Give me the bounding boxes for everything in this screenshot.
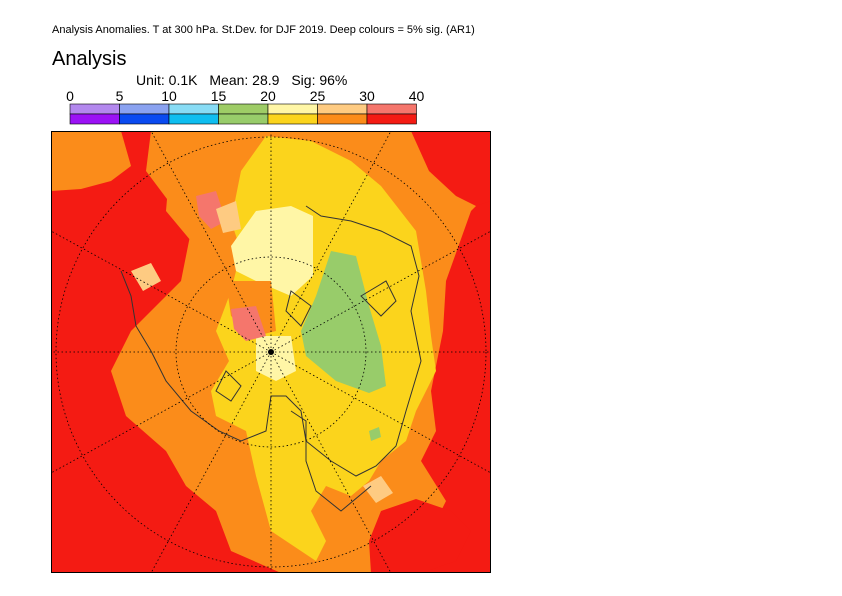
unit-label: Unit: 0.1K (136, 72, 198, 88)
colorbar-tick-label: 15 (211, 88, 227, 104)
colorbar-cell-deep (168, 113, 219, 125)
colorbar-tick-label: 10 (161, 88, 177, 104)
colorbar-cell-light (168, 103, 219, 115)
stats-line: Unit: 0.1K Mean: 28.9 Sig: 96% (136, 72, 355, 88)
graticule (51, 131, 491, 573)
colorbar-cell-light (69, 103, 120, 115)
anomaly-region-green (301, 251, 386, 393)
anomaly-region-red-ne (411, 131, 491, 206)
colorbar-cell-deep (366, 113, 417, 125)
anomaly-region-pink-north (196, 191, 226, 229)
anomaly-region-lightyellow (231, 206, 313, 296)
colorbar-cell-deep (119, 113, 170, 125)
anomaly-region-green-small (369, 427, 381, 441)
colorbar-cell-light (119, 103, 170, 115)
anomaly-region-peach-north (216, 201, 241, 233)
figure-caption: Analysis Anomalies. T at 300 hPa. St.Dev… (52, 24, 475, 36)
anomaly-region-red-se (369, 499, 471, 573)
mean-label: Mean: 28.9 (209, 72, 280, 88)
colorbar-cell-light (218, 103, 269, 115)
colorbar-cell-deep (69, 113, 120, 125)
colorbar-tick-label: 25 (310, 88, 326, 104)
colorbar-cells (69, 103, 417, 125)
anomaly-region-pink-pole (231, 306, 266, 341)
colorbar-tick-label: 20 (260, 88, 276, 104)
coastlines (120, 205, 422, 512)
colorbar-tick-label: 5 (116, 88, 124, 104)
colorbar-cell-deep (317, 113, 368, 125)
anomaly-region-peach-south (363, 476, 393, 503)
map-frame (51, 131, 491, 573)
colorbar-cell-light (317, 103, 368, 115)
anomaly-region-peach-west (131, 263, 161, 291)
polar-map (51, 131, 491, 573)
page-title: Analysis (52, 48, 127, 70)
colorbar-legend: 0 5 10 15 20 25 30 40 (66, 88, 424, 125)
anomaly-region-orange-west (51, 131, 131, 191)
colorbar-tick-label: 0 (66, 88, 74, 104)
colorbar-cell-deep (267, 113, 318, 125)
north-pole-marker (268, 349, 274, 355)
colorbar-tick-label: 30 (359, 88, 375, 104)
colorbar-tick-label: 40 (409, 88, 425, 104)
colorbar-cell-deep (218, 113, 269, 125)
colorbar-cell-light (366, 103, 417, 115)
colorbar-ticks: 0 5 10 15 20 25 30 40 (66, 88, 424, 104)
anomaly-region-lightyellow-pole (256, 336, 296, 381)
colorbar-cell-light (267, 103, 318, 115)
sig-label: Sig: 96% (291, 72, 348, 88)
